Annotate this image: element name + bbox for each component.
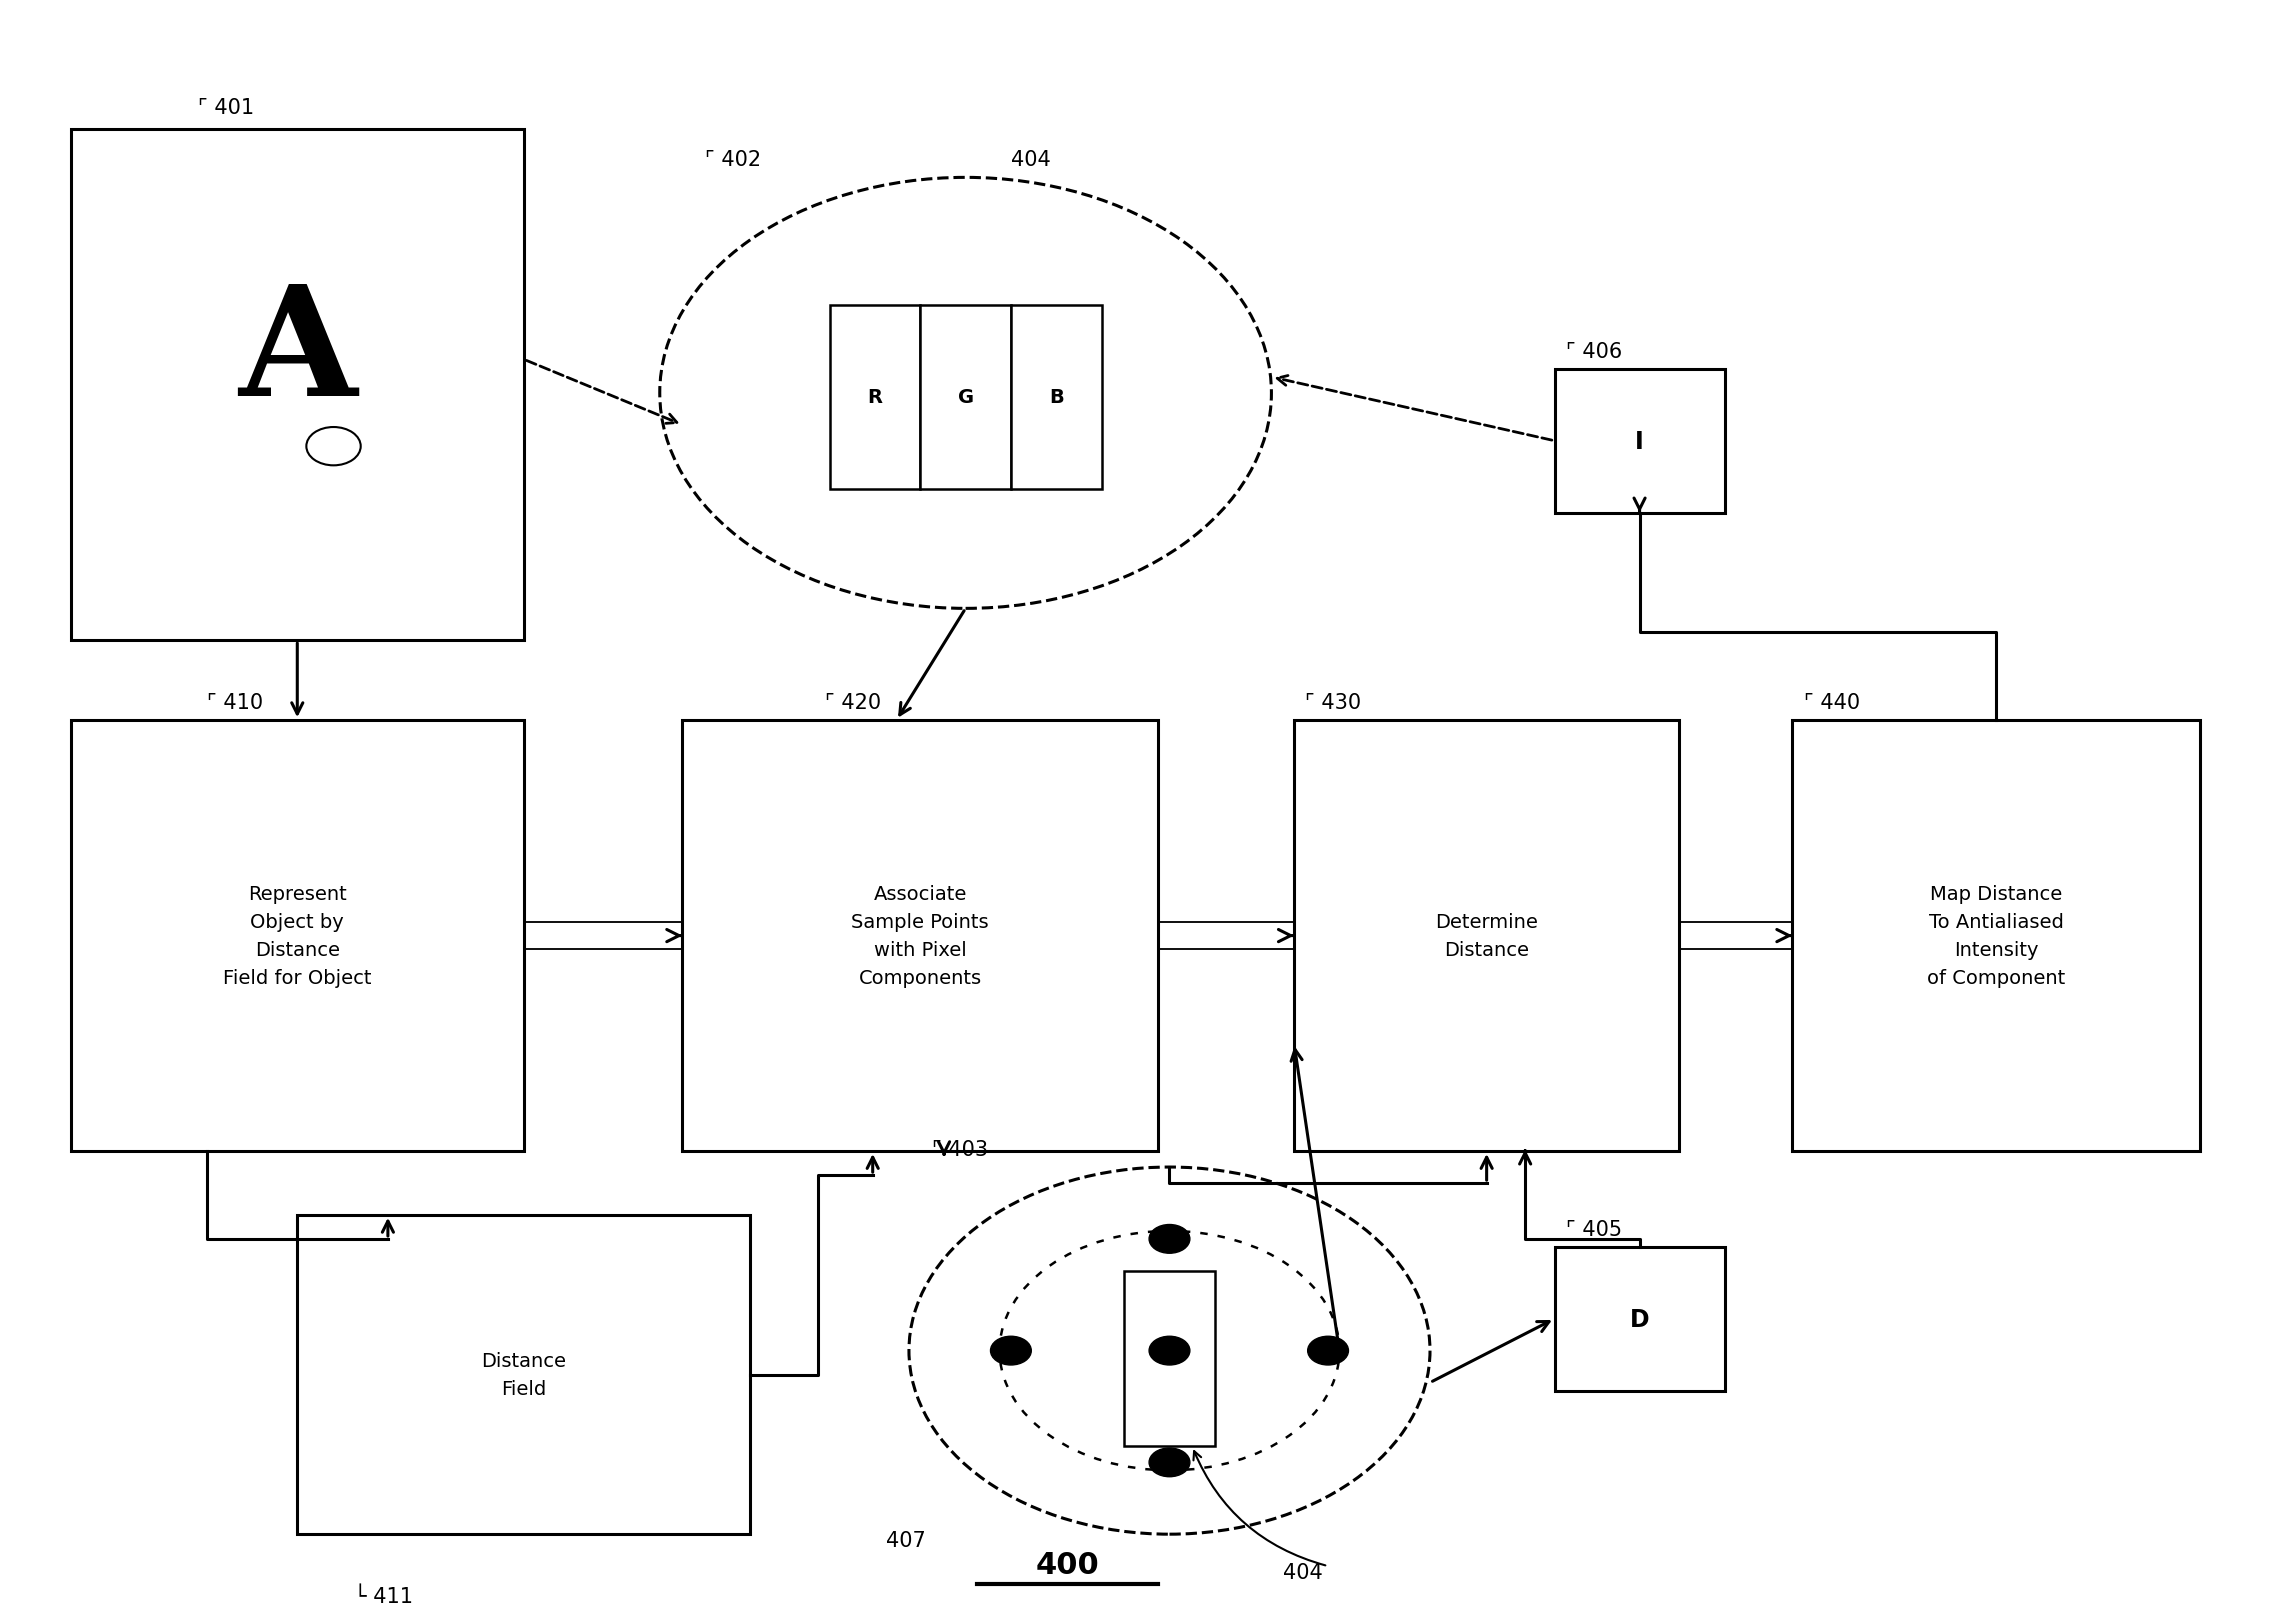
Text: 400: 400 [1036, 1549, 1099, 1580]
Text: Represent
Object by
Distance
Field for Object: Represent Object by Distance Field for O… [223, 884, 372, 987]
Text: A: A [238, 280, 357, 427]
Bar [681, 720, 1158, 1151]
Bar [829, 305, 920, 489]
Bar [70, 720, 525, 1151]
Text: 404: 404 [1011, 151, 1051, 170]
Bar [1792, 720, 2201, 1151]
Bar [70, 130, 525, 641]
Text: ⌜ 410: ⌜ 410 [207, 693, 263, 712]
Text: ⌜ 420: ⌜ 420 [824, 693, 881, 712]
Bar [1294, 720, 1678, 1151]
Bar [920, 305, 1011, 489]
Text: G: G [958, 389, 974, 407]
Text: ⌜ 403: ⌜ 403 [931, 1139, 988, 1159]
Circle shape [1149, 1337, 1190, 1364]
Text: ⌜ 401: ⌜ 401 [198, 98, 254, 117]
Text: Determine
Distance: Determine Distance [1435, 913, 1537, 959]
Bar [1124, 1271, 1215, 1446]
Text: 407: 407 [886, 1530, 927, 1551]
Bar [298, 1215, 749, 1535]
Bar [1011, 305, 1101, 489]
Text: └ 411: └ 411 [354, 1586, 413, 1605]
Circle shape [1149, 1225, 1190, 1253]
Text: ⌜ 440: ⌜ 440 [1803, 693, 1860, 712]
Text: Distance
Field: Distance Field [481, 1351, 565, 1398]
Text: ⌜ 405: ⌜ 405 [1567, 1220, 1621, 1239]
Circle shape [1308, 1337, 1349, 1364]
Text: Associate
Sample Points
with Pixel
Components: Associate Sample Points with Pixel Compo… [852, 884, 990, 987]
Text: Map Distance
To Antialiased
Intensity
of Component: Map Distance To Antialiased Intensity of… [1928, 884, 2067, 987]
Bar [1556, 370, 1724, 513]
Text: 404: 404 [1283, 1562, 1322, 1581]
Text: ⌜ 402: ⌜ 402 [704, 151, 761, 170]
Bar [1556, 1247, 1724, 1390]
Text: R: R [868, 389, 883, 407]
Circle shape [1149, 1448, 1190, 1477]
Circle shape [990, 1337, 1031, 1364]
Text: I: I [1635, 429, 1644, 453]
Text: ⌜ 406: ⌜ 406 [1567, 342, 1621, 362]
Text: B: B [1049, 389, 1063, 407]
Text: ⌜ 430: ⌜ 430 [1306, 693, 1363, 712]
Text: D: D [1631, 1306, 1649, 1331]
